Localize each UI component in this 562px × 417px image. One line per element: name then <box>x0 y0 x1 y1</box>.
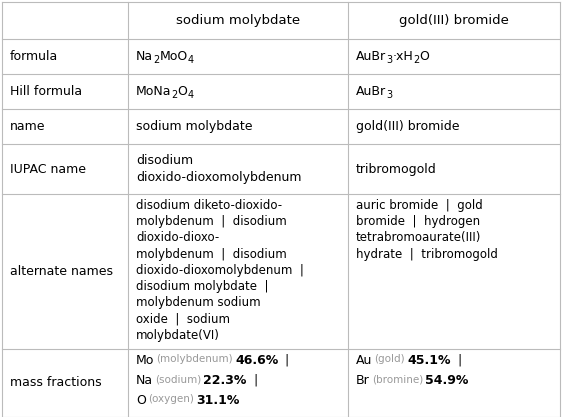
Text: gold(III) bromide: gold(III) bromide <box>399 14 509 27</box>
Text: auric bromide  |  gold
bromide  |  hydrogen
tetrabromoaurate(III)
hydrate  |  tr: auric bromide | gold bromide | hydrogen … <box>356 199 498 261</box>
Text: 22.3%: 22.3% <box>203 374 247 387</box>
Text: sodium molybdate: sodium molybdate <box>176 14 300 27</box>
Text: name: name <box>10 120 46 133</box>
Text: 4: 4 <box>188 55 194 65</box>
Text: |: | <box>454 354 462 367</box>
Text: 54.9%: 54.9% <box>425 374 468 387</box>
Text: MoNa: MoNa <box>136 85 171 98</box>
Text: Br: Br <box>356 374 370 387</box>
Text: Au: Au <box>356 354 373 367</box>
Text: Mo: Mo <box>136 354 155 367</box>
Text: 46.6%: 46.6% <box>235 354 278 367</box>
Text: IUPAC name: IUPAC name <box>10 163 86 176</box>
Text: O: O <box>136 394 146 407</box>
Text: (bromine): (bromine) <box>371 374 423 384</box>
Text: (sodium): (sodium) <box>155 374 201 384</box>
Text: 45.1%: 45.1% <box>407 354 451 367</box>
Text: (gold): (gold) <box>374 354 405 364</box>
Text: |: | <box>250 374 258 387</box>
Text: 4: 4 <box>188 90 194 100</box>
Text: tribromogold: tribromogold <box>356 163 437 176</box>
Text: O: O <box>178 85 188 98</box>
Text: O: O <box>419 50 429 63</box>
Text: disodium diketo-dioxido-
molybdenum  |  disodium
dioxido-dioxo-
molybdenum  |  d: disodium diketo-dioxido- molybdenum | di… <box>136 199 304 342</box>
Text: formula: formula <box>10 50 58 63</box>
Text: Na: Na <box>136 374 153 387</box>
Text: |: | <box>281 354 289 367</box>
Text: (oxygen): (oxygen) <box>148 394 194 404</box>
Text: mass fractions: mass fractions <box>10 377 102 389</box>
Text: alternate names: alternate names <box>10 265 113 278</box>
Text: MoO: MoO <box>160 50 188 63</box>
Text: 2: 2 <box>153 55 160 65</box>
Text: sodium molybdate: sodium molybdate <box>136 120 252 133</box>
Text: 2: 2 <box>171 90 178 100</box>
Text: (molybdenum): (molybdenum) <box>156 354 233 364</box>
Text: 2: 2 <box>413 55 419 65</box>
Text: 3: 3 <box>386 55 392 65</box>
Text: Na: Na <box>136 50 153 63</box>
Text: 3: 3 <box>386 90 392 100</box>
Text: ·xH: ·xH <box>392 50 413 63</box>
Text: Hill formula: Hill formula <box>10 85 82 98</box>
Text: 31.1%: 31.1% <box>196 394 239 407</box>
Text: gold(III) bromide: gold(III) bromide <box>356 120 460 133</box>
Text: disodium
dioxido-dioxomolybdenum: disodium dioxido-dioxomolybdenum <box>136 154 301 184</box>
Text: AuBr: AuBr <box>356 50 386 63</box>
Text: AuBr: AuBr <box>356 85 386 98</box>
